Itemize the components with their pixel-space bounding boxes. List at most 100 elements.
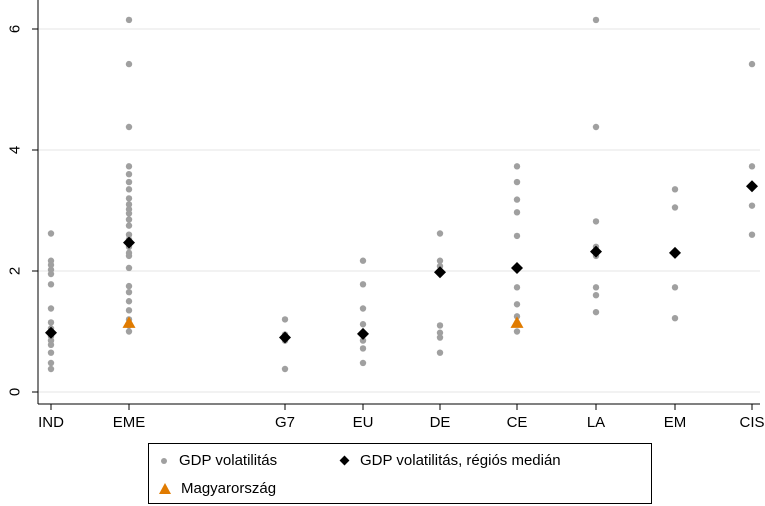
y-tick-label: 0 [7,388,24,396]
data-point [125,186,133,193]
hungary-marker [510,316,524,328]
data-point [125,216,133,223]
data-point [281,316,289,323]
x-tick-label: DE [430,414,451,431]
data-point [748,163,756,170]
data-point [47,349,55,356]
data-point [125,264,133,272]
data-point [125,195,133,202]
median-marker [357,327,369,340]
legend-label-gdp-volatility: GDP volatilitás [179,452,278,469]
data-point [47,270,55,278]
data-point [748,231,756,238]
legend: GDP volatilitás GDP volatilitás, régiós … [148,443,652,504]
data-point [359,321,367,328]
median-marker [279,331,291,344]
data-point [592,292,600,299]
data-point [513,301,521,308]
data-point [748,202,756,209]
data-point [125,123,133,131]
x-tick-label: EME [113,414,146,431]
x-tick-label: EM [664,414,687,431]
data-point [125,210,133,217]
x-tick-label: G7 [275,414,295,431]
data-point [47,281,55,288]
median-marker [45,326,57,339]
x-tick-label: LA [587,414,605,431]
median-marker [434,266,446,279]
legend-item-gdp-volatility: GDP volatilitás [161,452,277,469]
x-tick-label: IND [38,414,64,431]
data-point [513,163,521,170]
data-point [125,60,133,68]
legend-marker-dot [161,457,167,464]
data-point [436,334,444,341]
data-point [281,365,289,373]
data-point [125,298,133,305]
data-point [125,328,133,335]
y-tick-label: 2 [7,267,24,275]
data-point [359,337,367,344]
data-point [125,222,133,229]
legend-label-regional-median: GDP volatilitás, régiós medián [360,452,561,469]
data-point [513,209,521,216]
data-point [47,261,55,269]
data-point [436,329,444,336]
legend-label-hungary: Magyarország [181,480,277,497]
x-tick-label: CIS [739,414,764,431]
legend-marker-diamond [339,455,350,466]
chart-canvas: 0 2 4 6 IND EME G7 EU DE CE LA EM CIS [7,0,765,431]
median-marker [590,245,602,258]
data-point [436,230,444,237]
hungary-marker [122,316,136,328]
data-point [436,262,444,270]
data-point [592,284,600,291]
data-point [125,307,133,314]
data-point [125,178,133,186]
data-point [436,257,444,264]
data-point [47,365,55,373]
data-point [436,322,444,329]
data-point [592,123,600,131]
data-point [47,359,55,367]
data-point [359,257,367,264]
median-marker [669,246,681,259]
legend-item-hungary: Magyarország [159,480,276,497]
data-point [359,305,367,312]
data-point [359,281,367,288]
legend-item-regional-median: GDP volatilitás, régiós medián [339,452,561,469]
data-point [125,171,133,178]
data-point [748,60,756,68]
data-point [513,313,521,320]
data-point [513,284,521,291]
data-point [513,232,521,240]
data-point [125,163,133,170]
data-point [359,345,367,352]
data-point [671,204,679,211]
data-point [125,288,133,296]
data-point [47,341,55,349]
data-point [47,319,55,326]
data-point [436,349,444,356]
median-marker [511,261,523,274]
data-point [592,308,600,316]
x-tick-label: CE [507,414,528,431]
data-point [47,230,55,237]
median-marker [746,180,758,193]
y-tick-label: 6 [7,25,24,33]
legend-marker-triangle [159,483,171,494]
data-point [125,282,133,290]
data-point [513,196,521,203]
data-point [359,359,367,367]
data-point [592,16,600,24]
data-point [125,201,133,208]
data-point [513,328,521,335]
data-point [671,314,679,322]
data-point [125,16,133,24]
data-point [671,186,679,193]
data-point [125,252,133,260]
data-point [592,218,600,225]
y-tick-label: 4 [7,146,24,154]
data-point [47,305,55,312]
data-point [671,284,679,291]
